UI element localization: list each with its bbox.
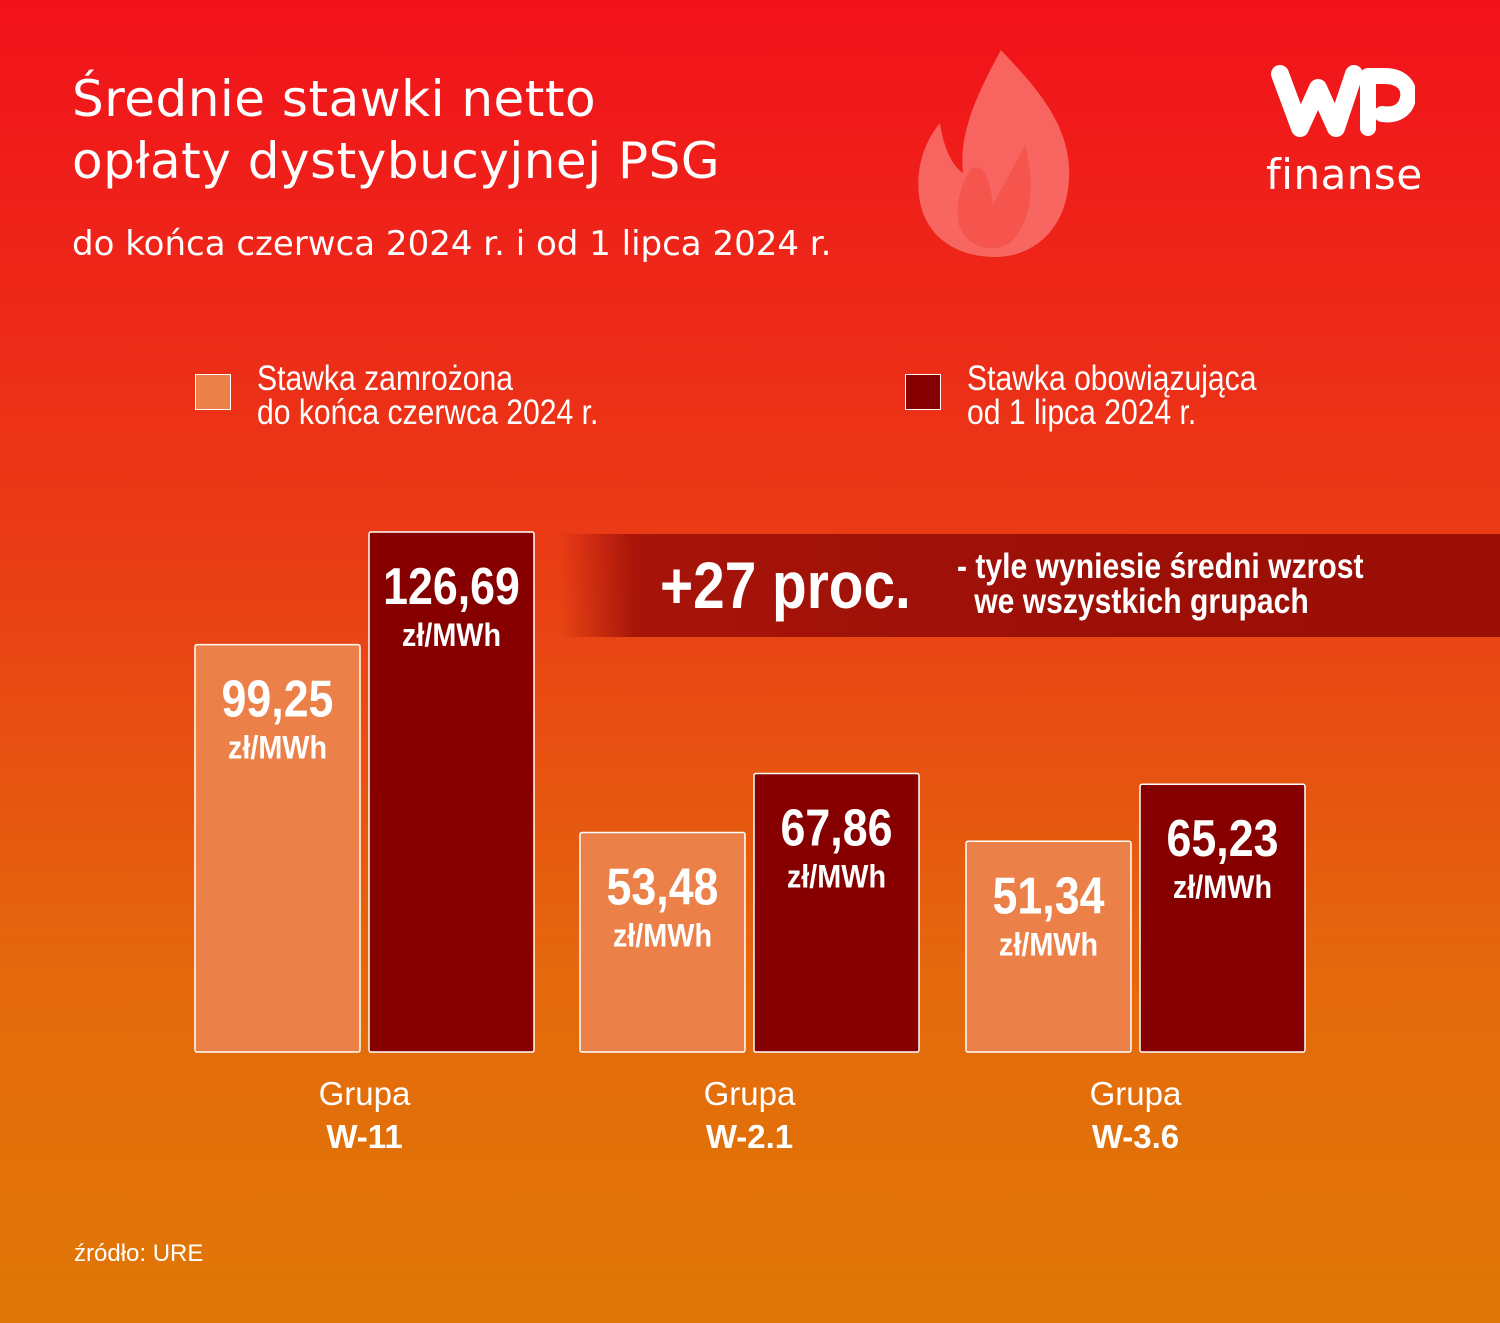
bar xyxy=(753,772,920,1053)
category-label: Grupa xyxy=(319,1075,411,1112)
bar-unit-label: zł/MWh xyxy=(613,918,712,954)
bar-unit-label: zł/MWh xyxy=(1173,870,1272,906)
wp-logo-icon xyxy=(1271,65,1415,137)
banner-line-1: - tyle wyniesie średni wzrost xyxy=(957,547,1364,586)
category-code: W-2.1 xyxy=(706,1118,793,1155)
bar-value-label: 65,23 xyxy=(1167,810,1279,868)
bar-unit-label: zł/MWh xyxy=(787,859,886,895)
legend-swatch-current xyxy=(905,374,941,410)
category-code: W-11 xyxy=(326,1118,402,1155)
bar-unit-label: zł/MWh xyxy=(999,927,1098,963)
title-line-2: opłaty dystybucyjnej PSG xyxy=(72,132,721,190)
bar xyxy=(965,840,1132,1053)
legend-frozen-line-1: Stawka zamrożona xyxy=(257,359,513,398)
title-line-1: Średnie stawki netto xyxy=(72,70,597,128)
wp-finanse-logo: finanse xyxy=(1262,62,1422,202)
category-label: Grupa xyxy=(704,1075,796,1112)
legend-current-line-1: Stawka obowiązująca xyxy=(967,359,1257,398)
bar-value-label: 126,69 xyxy=(383,558,520,616)
banner-highlight: +27 proc. xyxy=(660,548,911,622)
legend-item-current: Stawka obowiązująca od 1 lipca 2024 r. xyxy=(905,359,1304,432)
bar xyxy=(368,531,535,1053)
logo-text: finanse xyxy=(1266,150,1423,199)
legend-frozen-line-2: do końca czerwca 2024 r. xyxy=(257,393,599,432)
banner-line-2: we wszystkich grupach xyxy=(974,582,1309,621)
legend-swatch-frozen xyxy=(195,374,231,410)
category-code: W-3.6 xyxy=(1092,1118,1179,1155)
bar xyxy=(1139,783,1306,1053)
increase-banner xyxy=(560,534,1500,637)
bar-value-label: 67,86 xyxy=(781,799,893,857)
chart-title: Średnie stawki netto opłaty dystybucyjne… xyxy=(72,68,720,192)
bar-value-label: 99,25 xyxy=(222,671,334,729)
bar-value-label: 51,34 xyxy=(993,867,1105,925)
source-note: źródło: URE xyxy=(74,1240,204,1267)
legend-current-line-2: od 1 lipca 2024 r. xyxy=(967,393,1197,432)
banner-description: - tyle wyniesie średni wzrost we wszystk… xyxy=(957,549,1363,619)
flame-icon xyxy=(918,50,1070,257)
bar-unit-label: zł/MWh xyxy=(402,618,501,654)
chart-subtitle: do końca czerwca 2024 r. i od 1 lipca 20… xyxy=(72,224,832,264)
bar xyxy=(194,643,361,1053)
category-label: Grupa xyxy=(1090,1075,1182,1112)
legend-label-current: Stawka obowiązująca od 1 lipca 2024 r. xyxy=(967,359,1257,432)
bar xyxy=(579,831,746,1053)
legend-item-frozen: Stawka zamrożona do końca czerwca 2024 r… xyxy=(195,359,654,432)
bar-value-label: 53,48 xyxy=(607,858,719,916)
bar-unit-label: zł/MWh xyxy=(228,730,327,766)
legend-label-frozen: Stawka zamrożona do końca czerwca 2024 r… xyxy=(257,359,599,432)
